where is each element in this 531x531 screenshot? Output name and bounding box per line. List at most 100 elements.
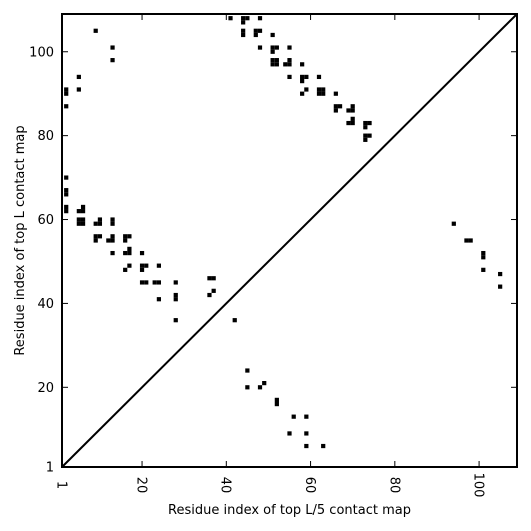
contact-point bbox=[333, 108, 338, 113]
contact-point bbox=[207, 276, 212, 281]
contact-point bbox=[304, 443, 309, 449]
x-axis-ticks: 1 20 40 60 80 100 bbox=[53, 14, 486, 497]
contact-point bbox=[481, 250, 486, 256]
contact-point bbox=[211, 288, 216, 293]
contact-point bbox=[97, 217, 103, 222]
contact-point bbox=[300, 62, 305, 67]
y-tick-label: 1 bbox=[46, 461, 54, 476]
contact-point bbox=[241, 20, 246, 25]
contact-point bbox=[152, 280, 157, 285]
contact-point bbox=[274, 58, 279, 63]
contact-point bbox=[274, 397, 279, 402]
contact-point bbox=[106, 238, 111, 243]
contact-point bbox=[64, 188, 69, 193]
contact-point bbox=[241, 28, 246, 33]
contact-point bbox=[468, 238, 473, 243]
contact-point bbox=[257, 16, 263, 21]
contact-point bbox=[451, 221, 456, 226]
contact-point bbox=[110, 45, 115, 50]
contact-point bbox=[270, 32, 275, 38]
contact-point bbox=[300, 79, 305, 84]
contact-point bbox=[350, 108, 355, 113]
contact-point bbox=[64, 91, 69, 96]
contact-point bbox=[498, 284, 503, 289]
contact-point bbox=[144, 280, 149, 285]
contact-point bbox=[64, 192, 69, 197]
y-tick-label: 100 bbox=[29, 45, 54, 60]
contact-point bbox=[253, 32, 258, 38]
contact-point bbox=[291, 414, 296, 419]
contact-point bbox=[245, 16, 250, 21]
contact-point bbox=[333, 91, 338, 96]
contact-point bbox=[300, 91, 305, 96]
contact-point bbox=[139, 267, 145, 272]
contact-point bbox=[257, 385, 263, 390]
contact-point bbox=[110, 250, 115, 256]
contact-point bbox=[127, 234, 132, 239]
contact-point bbox=[97, 234, 103, 239]
contact-point bbox=[139, 280, 145, 285]
x-tick-label: 1 bbox=[53, 481, 68, 489]
contact-point bbox=[367, 120, 372, 126]
contact-point bbox=[287, 58, 292, 63]
contact-point bbox=[211, 276, 216, 281]
contact-point bbox=[270, 45, 275, 50]
contact-point bbox=[321, 87, 326, 92]
y-tick-label: 60 bbox=[37, 213, 54, 228]
x-tick-label: 20 bbox=[133, 477, 148, 494]
contact-point bbox=[498, 271, 503, 277]
contact-point bbox=[173, 297, 178, 302]
contact-point bbox=[80, 217, 86, 222]
contact-point bbox=[123, 267, 128, 272]
contact-marks bbox=[64, 16, 503, 449]
contact-point bbox=[245, 368, 250, 373]
contact-point bbox=[110, 234, 115, 239]
contact-point bbox=[304, 431, 309, 436]
contact-point bbox=[110, 238, 115, 243]
contact-point bbox=[346, 120, 351, 126]
contact-point bbox=[123, 250, 128, 256]
contact-point bbox=[173, 280, 178, 285]
contact-point bbox=[93, 238, 98, 243]
contact-point bbox=[64, 204, 69, 210]
contact-point bbox=[316, 74, 322, 80]
contact-point bbox=[173, 318, 178, 323]
contact-point bbox=[80, 209, 86, 214]
x-axis-label: Residue index of top L/5 contact map bbox=[168, 503, 411, 518]
contact-point bbox=[350, 116, 355, 121]
contact-point bbox=[481, 255, 486, 260]
contact-point bbox=[346, 108, 351, 113]
contact-point bbox=[270, 62, 275, 67]
contact-point bbox=[97, 221, 103, 226]
plot-frame bbox=[61, 13, 518, 468]
y-tick-label: 40 bbox=[37, 297, 54, 312]
contact-point bbox=[270, 58, 275, 63]
contact-point bbox=[287, 45, 292, 50]
contact-point bbox=[367, 133, 372, 138]
contact-point bbox=[321, 91, 326, 96]
contact-point bbox=[80, 204, 86, 210]
contact-point bbox=[173, 292, 178, 298]
contact-point bbox=[333, 104, 338, 109]
contact-point bbox=[287, 431, 292, 436]
x-tick-label: 60 bbox=[302, 477, 317, 494]
contact-point bbox=[110, 58, 115, 63]
contact-point bbox=[64, 104, 69, 109]
contact-point bbox=[80, 221, 86, 226]
contact-point bbox=[241, 16, 246, 21]
contact-point bbox=[93, 28, 98, 33]
contact-point bbox=[363, 125, 368, 130]
y-axis-ticks: 1 20 40 60 80 100 bbox=[29, 45, 517, 476]
contact-point bbox=[287, 74, 292, 80]
contact-point bbox=[337, 104, 343, 109]
contact-point bbox=[127, 246, 132, 251]
contact-point bbox=[253, 28, 258, 33]
contact-point bbox=[274, 401, 279, 407]
contact-point bbox=[245, 385, 250, 390]
contact-point bbox=[270, 49, 275, 54]
contact-point bbox=[228, 16, 233, 21]
contact-point bbox=[93, 234, 98, 239]
contact-point bbox=[350, 120, 355, 126]
y-tick-label: 80 bbox=[37, 129, 54, 144]
